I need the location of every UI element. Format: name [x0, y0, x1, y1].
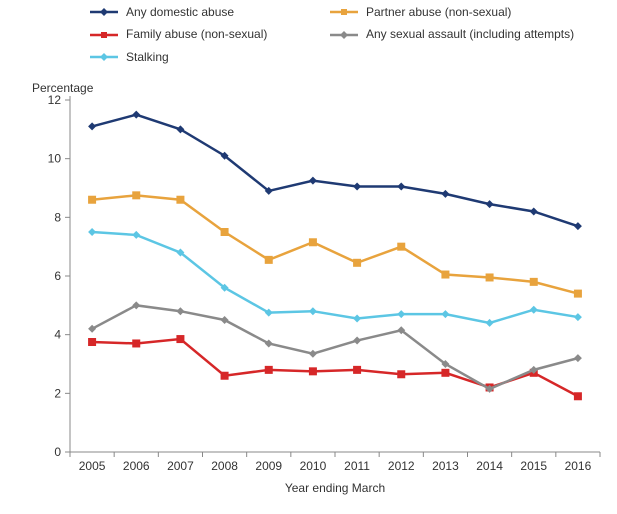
x-tick-label: 2006: [123, 459, 150, 473]
series-marker: [574, 313, 582, 321]
legend-label: Partner abuse (non-sexual): [366, 5, 511, 19]
legend-item: Stalking: [90, 50, 169, 64]
series-marker: [441, 271, 449, 279]
x-tick-label: 2012: [388, 459, 415, 473]
x-tick-label: 2010: [300, 459, 327, 473]
series-marker: [397, 370, 405, 378]
x-tick-label: 2005: [79, 459, 106, 473]
chart-legend: Any domestic abuse Partner abuse (non-sex…: [90, 5, 570, 72]
series-marker: [530, 207, 538, 215]
series-marker: [397, 243, 405, 251]
series-marker: [265, 256, 273, 264]
series-marker: [574, 354, 582, 362]
legend-swatch: [330, 6, 358, 18]
series-marker: [221, 372, 229, 380]
legend-swatch: [90, 6, 118, 18]
legend-swatch: [330, 29, 358, 41]
y-tick-label: 6: [54, 269, 61, 283]
series-marker: [441, 190, 449, 198]
legend-item: Partner abuse (non-sexual): [330, 5, 570, 19]
series-marker: [88, 122, 96, 130]
series-line: [92, 115, 578, 226]
y-tick-label: 4: [54, 328, 61, 342]
legend-label: Family abuse (non-sexual): [126, 27, 267, 41]
legend-swatch: [90, 29, 118, 41]
series-marker: [530, 306, 538, 314]
x-tick-label: 2014: [476, 459, 503, 473]
series-marker: [176, 196, 184, 204]
series-marker: [486, 200, 494, 208]
series-marker: [397, 310, 405, 318]
series-marker: [530, 278, 538, 286]
y-tick-label: 2: [54, 386, 61, 400]
series-marker: [397, 183, 405, 191]
series-marker: [88, 196, 96, 204]
series-marker: [265, 366, 273, 374]
series-marker: [486, 319, 494, 327]
x-tick-label: 2013: [432, 459, 459, 473]
series-marker: [353, 337, 361, 345]
line-chart: 0 2 4 6 8 10 12 2005 2006 2007 2008 2009 2010 2011 201…: [0, 0, 617, 509]
series-marker: [574, 290, 582, 298]
series-marker: [441, 369, 449, 377]
y-tick-label: 12: [48, 93, 62, 107]
y-tick-label: 0: [54, 445, 61, 459]
x-tick-label: 2009: [255, 459, 282, 473]
series-marker: [353, 366, 361, 374]
legend-swatch: [90, 51, 118, 63]
legend-item: Family abuse (non-sexual): [90, 27, 330, 41]
legend-item: Any sexual assault (including attempts): [330, 27, 570, 41]
series-marker: [574, 222, 582, 230]
x-tick-label: 2007: [167, 459, 194, 473]
series-marker: [353, 259, 361, 267]
series-marker: [132, 111, 140, 119]
legend-label: Stalking: [126, 50, 169, 64]
series-marker: [221, 228, 229, 236]
y-tick-label: 8: [54, 210, 61, 224]
series-marker: [132, 231, 140, 239]
series-marker: [309, 307, 317, 315]
series-marker: [88, 228, 96, 236]
series-marker: [309, 367, 317, 375]
x-tick-label: 2015: [520, 459, 547, 473]
series-marker: [441, 310, 449, 318]
series-marker: [574, 392, 582, 400]
x-axis-label: Year ending March: [285, 481, 385, 495]
series-marker: [309, 238, 317, 246]
y-tick-label: 10: [48, 152, 62, 166]
series-marker: [88, 338, 96, 346]
series-marker: [353, 183, 361, 191]
series-marker: [309, 177, 317, 185]
x-tick-label: 2011: [344, 459, 370, 473]
series-marker: [309, 350, 317, 358]
series-marker: [132, 339, 140, 347]
legend-label: Any sexual assault (including attempts): [366, 27, 574, 41]
x-tick-label: 2016: [565, 459, 592, 473]
x-tick-label: 2008: [211, 459, 238, 473]
series-marker: [132, 191, 140, 199]
series-marker: [176, 335, 184, 343]
series-marker: [353, 315, 361, 323]
series-marker: [176, 307, 184, 315]
series-marker: [486, 273, 494, 281]
legend-label: Any domestic abuse: [126, 5, 234, 19]
legend-item: Any domestic abuse: [90, 5, 330, 19]
y-axis-label: Percentage: [32, 81, 94, 95]
series-line: [92, 195, 578, 293]
